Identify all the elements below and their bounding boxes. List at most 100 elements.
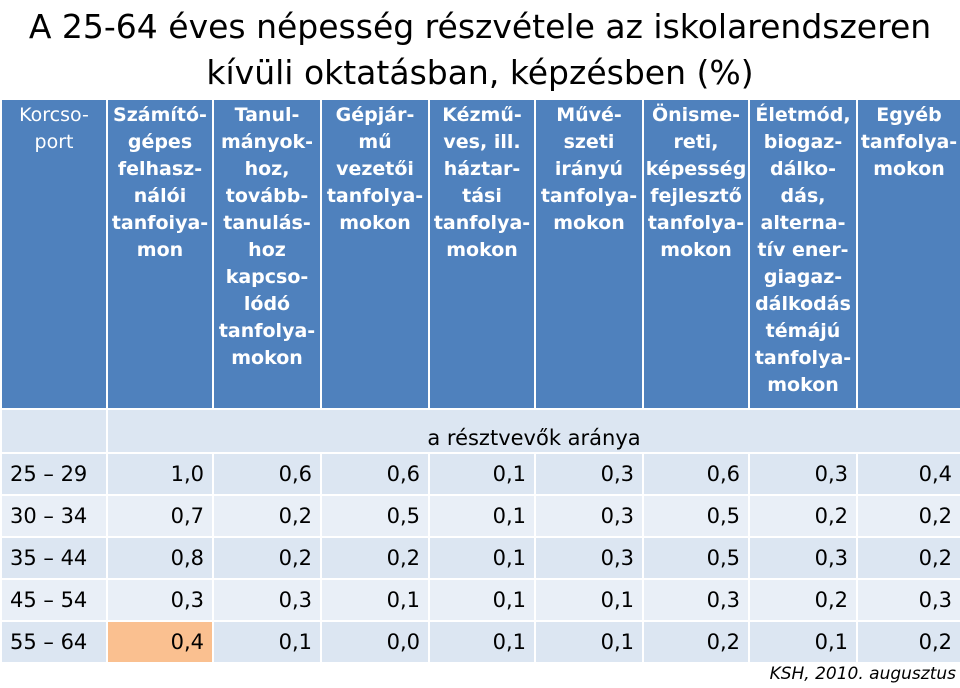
column-header-line: tanfoiya- — [111, 212, 209, 234]
column-header-line: hoz — [248, 239, 286, 261]
table-cell: 0,2 — [214, 538, 320, 578]
column-header-line: dás, — [780, 185, 826, 207]
column-header-arts: Művé-szeti irányú tanfolya-mokon — [536, 100, 642, 408]
table-cell: 0,1 — [214, 622, 320, 662]
column-header-line: témájú — [765, 320, 841, 342]
column-header-line: mon — [136, 239, 184, 261]
table-cell: 0,5 — [644, 496, 748, 536]
title-line-2: kívüli oktatásban, képzésben (%) — [206, 53, 754, 92]
column-header-line: vezetői — [336, 158, 414, 180]
table-cell: 1,0 — [108, 454, 212, 494]
column-header-line: szeti — [563, 131, 615, 153]
table-cell: 0,7 — [108, 496, 212, 536]
table-cell: 0,2 — [858, 538, 960, 578]
subheader-row: a résztvevők aránya — [2, 410, 960, 452]
table-cell: 0,3 — [108, 580, 212, 620]
column-header-self-development: Önisme-reti, képesség fejlesztő tanfolya-mo… — [644, 100, 748, 408]
subheader-blank-cell — [2, 410, 106, 452]
column-header-line: kapcso- — [225, 266, 309, 288]
column-header-line: dálkodás — [755, 293, 851, 315]
column-header-computer-user: Számító-gépes felhasz-nálói tanfoiya-mon — [108, 100, 212, 408]
table-cell: 0,1 — [430, 622, 534, 662]
column-header-line: biogaz- — [763, 131, 843, 153]
column-header-line: mokon — [767, 374, 839, 396]
table-cell: 0,2 — [644, 622, 748, 662]
column-header-driving: Gépjár-mű vezetői tanfolya-mokon — [322, 100, 428, 408]
table-cell: 0,3 — [214, 580, 320, 620]
table-row: 55 – 64 0,4 0,1 0,0 0,1 0,1 0,2 0,1 0,2 — [2, 622, 960, 662]
header-row: Korcso-port Számító-gépes felhasz-nálói ta… — [2, 100, 960, 408]
table-cell: 0,1 — [430, 580, 534, 620]
column-header-line: képesség — [645, 158, 747, 180]
column-header-line: tanfolya- — [218, 320, 316, 342]
table-cell: 0,4 — [858, 454, 960, 494]
column-header-line: felhasz- — [117, 158, 203, 180]
column-header-line: mányok- — [220, 131, 314, 153]
column-header-study-related: Tanul-mányok-hoz, tovább-tanulás-hoz kapcs… — [214, 100, 320, 408]
table-cell: 0,1 — [430, 454, 534, 494]
column-header-craft-household: Kézmű-ves, ill. háztar-tási tanfolya-mokon — [430, 100, 534, 408]
column-header-line: gépes — [127, 131, 193, 153]
column-header-line: reti, — [673, 131, 719, 153]
table-cell: 0,6 — [644, 454, 748, 494]
column-header-line: mokon — [339, 212, 411, 234]
table-cell: 0,1 — [322, 580, 428, 620]
table-cell: 0,3 — [750, 538, 856, 578]
row-label: 30 – 34 — [2, 496, 106, 536]
column-header-age-group: Korcso-port — [2, 100, 106, 408]
table-cell: 0,2 — [750, 580, 856, 620]
column-header-line: irányú — [554, 158, 624, 180]
table-cell: 0,3 — [750, 454, 856, 494]
table-cell: 0,2 — [322, 538, 428, 578]
table-cell: 0,2 — [750, 496, 856, 536]
column-header-other: Egyéb tanfolya-mokon — [858, 100, 960, 408]
table-cell: 0,3 — [536, 454, 642, 494]
column-header-line: tanfolya- — [433, 212, 531, 234]
table-cell: 0,1 — [750, 622, 856, 662]
column-header-line: tanfolya- — [754, 347, 852, 369]
column-header-line: tási — [462, 185, 502, 207]
column-header-line: fejlesztő — [650, 185, 742, 207]
table-body: 25 – 29 1,0 0,6 0,6 0,1 0,3 0,6 0,3 0,4 30 – 34 0,… — [2, 454, 960, 662]
table-cell: 0,5 — [322, 496, 428, 536]
row-label: 55 – 64 — [2, 622, 106, 662]
column-header-line: lódó — [243, 293, 291, 315]
column-header-line: port — [34, 131, 74, 153]
column-header-line: Művé- — [556, 104, 622, 126]
column-header-line: giagaz- — [763, 266, 843, 288]
table-cell: 0,1 — [536, 622, 642, 662]
table-cell: 0,6 — [322, 454, 428, 494]
column-header-line: Életmód, — [755, 104, 851, 126]
column-header-line: hoz, — [244, 158, 290, 180]
table-cell: 0,1 — [430, 496, 534, 536]
table-cell: 0,2 — [858, 496, 960, 536]
column-header-line: Korcso- — [19, 104, 89, 126]
row-label: 45 – 54 — [2, 580, 106, 620]
source-note: KSH, 2010. augusztus — [769, 664, 956, 684]
column-header-line: mokon — [660, 239, 732, 261]
column-header-line: mokon — [231, 347, 303, 369]
table-cell: 0,0 — [322, 622, 428, 662]
column-header-line: mokon — [553, 212, 625, 234]
column-header-line: háztar- — [443, 158, 521, 180]
column-header-line: Számító- — [113, 104, 207, 126]
row-label: 25 – 29 — [2, 454, 106, 494]
column-header-line: Gépjár- — [335, 104, 415, 126]
column-header-line: mokon — [873, 158, 945, 180]
column-header-lifestyle: Életmód, biogaz-dálko-dás, alterna-tív ene… — [750, 100, 856, 408]
table-cell: 0,1 — [430, 538, 534, 578]
column-header-line: tanfolya- — [860, 131, 958, 153]
column-header-line: tanulás- — [223, 212, 311, 234]
page-title: A 25-64 éves népesség részvétele az isko… — [0, 0, 960, 96]
subheader-label: a résztvevők aránya — [108, 410, 960, 452]
column-header-line: alterna- — [760, 212, 846, 234]
table-cell: 0,3 — [644, 580, 748, 620]
row-label: 35 – 44 — [2, 538, 106, 578]
table-row: 25 – 29 1,0 0,6 0,6 0,1 0,3 0,6 0,3 0,4 — [2, 454, 960, 494]
table-cell: 0,8 — [108, 538, 212, 578]
data-table: Korcso-port Számító-gépes felhasz-nálói ta… — [0, 98, 960, 664]
title-line-1: A 25-64 éves népesség részvétele az isko… — [28, 7, 932, 46]
table-cell: 0,5 — [644, 538, 748, 578]
table-row: 35 – 44 0,8 0,2 0,2 0,1 0,3 0,5 0,3 0,2 — [2, 538, 960, 578]
table-cell: 0,2 — [214, 496, 320, 536]
